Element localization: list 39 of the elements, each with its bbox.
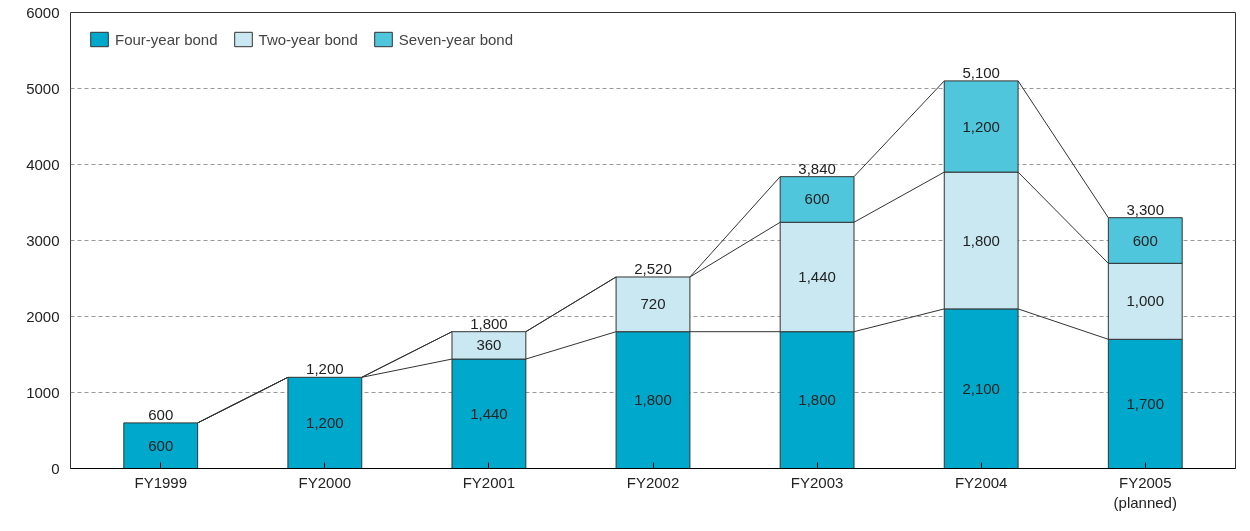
- data-label: 600: [148, 436, 174, 454]
- y-tick-label: 1000: [26, 383, 60, 401]
- data-label: 1,800: [798, 391, 836, 409]
- x-tick-label: FY2003: [790, 473, 844, 491]
- data-label: 720: [640, 295, 666, 313]
- legend-label: Seven-year bond: [398, 30, 514, 48]
- y-tick-label: 5000: [26, 79, 60, 97]
- y-tick-label: 4000: [26, 155, 60, 173]
- data-label: 1,800: [634, 391, 672, 409]
- total-label: 3,300: [1126, 200, 1165, 218]
- data-label: 1,440: [470, 404, 508, 422]
- legend-label: Two-year bond: [258, 30, 358, 48]
- y-tick-label: 2000: [26, 307, 60, 325]
- total-label: 3,840: [798, 159, 836, 177]
- data-label: 1,700: [1126, 394, 1165, 412]
- data-label: 2,100: [962, 379, 1000, 397]
- total-label: 600: [148, 405, 174, 423]
- x-tick-label: FY2005 (planned): [1113, 473, 1177, 511]
- data-label: 1,800: [962, 231, 1000, 249]
- x-tick-label: FY2002: [626, 473, 680, 491]
- total-label: 5,100: [962, 63, 1000, 81]
- x-tick-label: FY2004: [954, 473, 1008, 491]
- y-tick-label: 6000: [26, 3, 60, 21]
- y-tick-label: 0: [51, 459, 60, 477]
- x-tick-label: FY1999: [134, 473, 188, 491]
- x-tick-label: FY2000: [298, 473, 352, 491]
- y-tick-label: 3000: [26, 231, 60, 249]
- data-label: 600: [804, 190, 830, 208]
- total-label: 1,800: [470, 314, 508, 332]
- data-label: 1,000: [1126, 292, 1165, 310]
- x-tick-label: FY2001: [462, 473, 516, 491]
- data-label: 1,200: [962, 117, 1000, 135]
- data-label: 1,440: [798, 267, 836, 285]
- total-label: 2,520: [634, 259, 672, 277]
- total-label: 1,200: [306, 360, 344, 378]
- data-label: 600: [1132, 231, 1158, 249]
- legend-label: Four-year bond: [115, 30, 218, 48]
- data-label: 1,200: [306, 413, 344, 431]
- data-label: 360: [476, 336, 502, 354]
